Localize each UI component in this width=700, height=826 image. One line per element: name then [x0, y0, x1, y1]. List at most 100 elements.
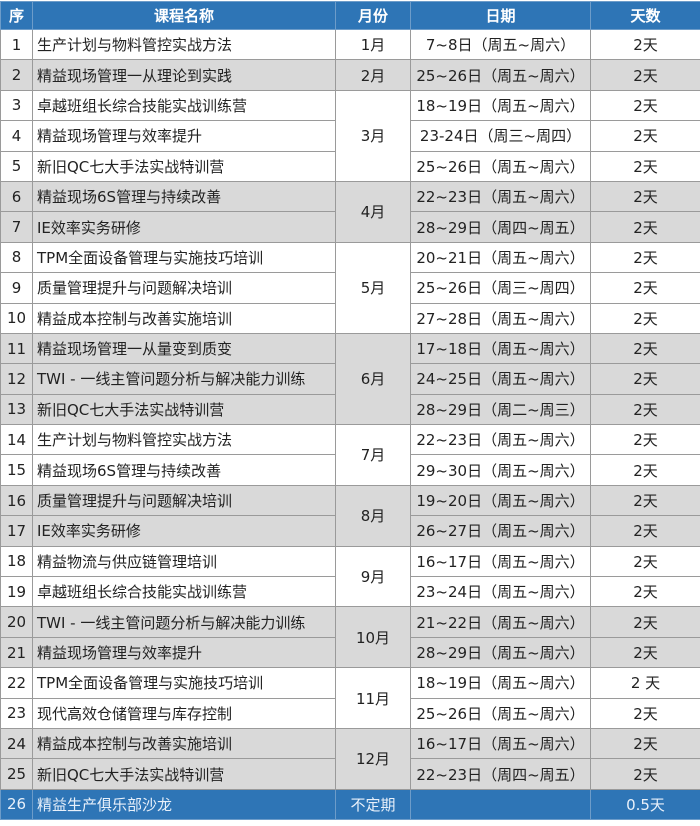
- cell-days: 2天: [591, 607, 700, 637]
- cell-name: 精益生产俱乐部沙龙: [33, 789, 336, 819]
- cell-name: 精益现场管理一从量变到质变: [33, 333, 336, 363]
- cell-no: 20: [1, 607, 33, 637]
- cell-month: 5月: [336, 242, 411, 333]
- cell-no: 17: [1, 516, 33, 546]
- cell-no: 12: [1, 364, 33, 394]
- cell-date: 27~28日（周五~周六）: [411, 303, 591, 333]
- cell-no: 23: [1, 698, 33, 728]
- header-date: 日期: [411, 2, 591, 30]
- cell-name: 精益成本控制与改善实施培训: [33, 728, 336, 758]
- cell-no: 26: [1, 789, 33, 819]
- cell-days: 2天: [591, 242, 700, 272]
- cell-date: 28~29日（周四~周五）: [411, 212, 591, 242]
- cell-days: 2天: [591, 181, 700, 211]
- cell-date: 17~18日（周五~周六）: [411, 333, 591, 363]
- cell-month: 11月: [336, 668, 411, 729]
- cell-name: 新旧QC七大手法实战特训营: [33, 394, 336, 424]
- cell-month: 7月: [336, 425, 411, 486]
- cell-name: 新旧QC七大手法实战特训营: [33, 151, 336, 181]
- cell-no: 6: [1, 181, 33, 211]
- cell-no: 5: [1, 151, 33, 181]
- cell-name: 精益现场管理与效率提升: [33, 121, 336, 151]
- cell-month: 12月: [336, 728, 411, 789]
- cell-date: 20~21日（周五~周六）: [411, 242, 591, 272]
- cell-date: 16~17日（周五~周六）: [411, 728, 591, 758]
- cell-date: 21~22日（周五~周六）: [411, 607, 591, 637]
- cell-name: IE效率实务研修: [33, 212, 336, 242]
- cell-date: 28~29日（周五~周六）: [411, 637, 591, 667]
- header-month: 月份: [336, 2, 411, 30]
- cell-name: 精益成本控制与改善实施培训: [33, 303, 336, 333]
- cell-name: TPM全面设备管理与实施技巧培训: [33, 242, 336, 272]
- cell-days: 0.5天: [591, 789, 700, 819]
- cell-no: 22: [1, 668, 33, 698]
- cell-days: 2天: [591, 364, 700, 394]
- cell-days: 2天: [591, 546, 700, 576]
- cell-date: 22~23日（周四~周五）: [411, 759, 591, 789]
- cell-days: 2天: [591, 577, 700, 607]
- cell-month: 3月: [336, 90, 411, 181]
- cell-month: 10月: [336, 607, 411, 668]
- cell-days: 2天: [591, 90, 700, 120]
- cell-days: 2天: [591, 151, 700, 181]
- cell-no: 9: [1, 273, 33, 303]
- cell-date: 25~26日（周五~周六）: [411, 60, 591, 90]
- header-no: 序: [1, 2, 33, 30]
- cell-name: 卓越班组长综合技能实战训练营: [33, 90, 336, 120]
- cell-name: 新旧QC七大手法实战特训营: [33, 759, 336, 789]
- cell-name: 现代高效仓储管理与库存控制: [33, 698, 336, 728]
- cell-no: 2: [1, 60, 33, 90]
- cell-days: 2天: [591, 30, 700, 60]
- cell-date: 23~24日（周五~周六）: [411, 577, 591, 607]
- cell-name: 卓越班组长综合技能实战训练营: [33, 577, 336, 607]
- cell-no: 25: [1, 759, 33, 789]
- cell-name: 精益现场管理一从理论到实践: [33, 60, 336, 90]
- cell-month: 6月: [336, 333, 411, 424]
- cell-date: 16~17日（周五~周六）: [411, 546, 591, 576]
- cell-days: 2 天: [591, 668, 700, 698]
- cell-month: 8月: [336, 485, 411, 546]
- cell-days: 2天: [591, 333, 700, 363]
- cell-month: 不定期: [336, 789, 411, 819]
- cell-no: 21: [1, 637, 33, 667]
- cell-date: [411, 789, 591, 819]
- cell-no: 4: [1, 121, 33, 151]
- cell-date: 26~27日（周五~周六）: [411, 516, 591, 546]
- cell-name: 质量管理提升与问题解决培训: [33, 273, 336, 303]
- cell-days: 2天: [591, 212, 700, 242]
- cell-days: 2天: [591, 698, 700, 728]
- cell-name: IE效率实务研修: [33, 516, 336, 546]
- cell-name: TPM全面设备管理与实施技巧培训: [33, 668, 336, 698]
- final-row: 26 精益生产俱乐部沙龙 不定期 0.5天: [1, 789, 700, 819]
- header-row: 序 课程名称 月份 日期 天数: [1, 2, 700, 30]
- cell-name: 精益物流与供应链管理培训: [33, 546, 336, 576]
- cell-days: 2天: [591, 425, 700, 455]
- cell-no: 15: [1, 455, 33, 485]
- cell-no: 18: [1, 546, 33, 576]
- cell-date: 25~26日（周五~周六）: [411, 151, 591, 181]
- cell-no: 24: [1, 728, 33, 758]
- cell-no: 14: [1, 425, 33, 455]
- cell-no: 16: [1, 485, 33, 515]
- cell-month: 4月: [336, 181, 411, 242]
- cell-name: TWI - 一线主管问题分析与解决能力训练: [33, 607, 336, 637]
- cell-days: 2天: [591, 759, 700, 789]
- cell-date: 22~23日（周五~周六）: [411, 181, 591, 211]
- cell-no: 8: [1, 242, 33, 272]
- cell-name: 生产计划与物料管控实战方法: [33, 425, 336, 455]
- cell-no: 11: [1, 333, 33, 363]
- cell-days: 2天: [591, 728, 700, 758]
- cell-days: 2天: [591, 60, 700, 90]
- cell-name: 质量管理提升与问题解决培训: [33, 485, 336, 515]
- cell-month: 1月: [336, 30, 411, 60]
